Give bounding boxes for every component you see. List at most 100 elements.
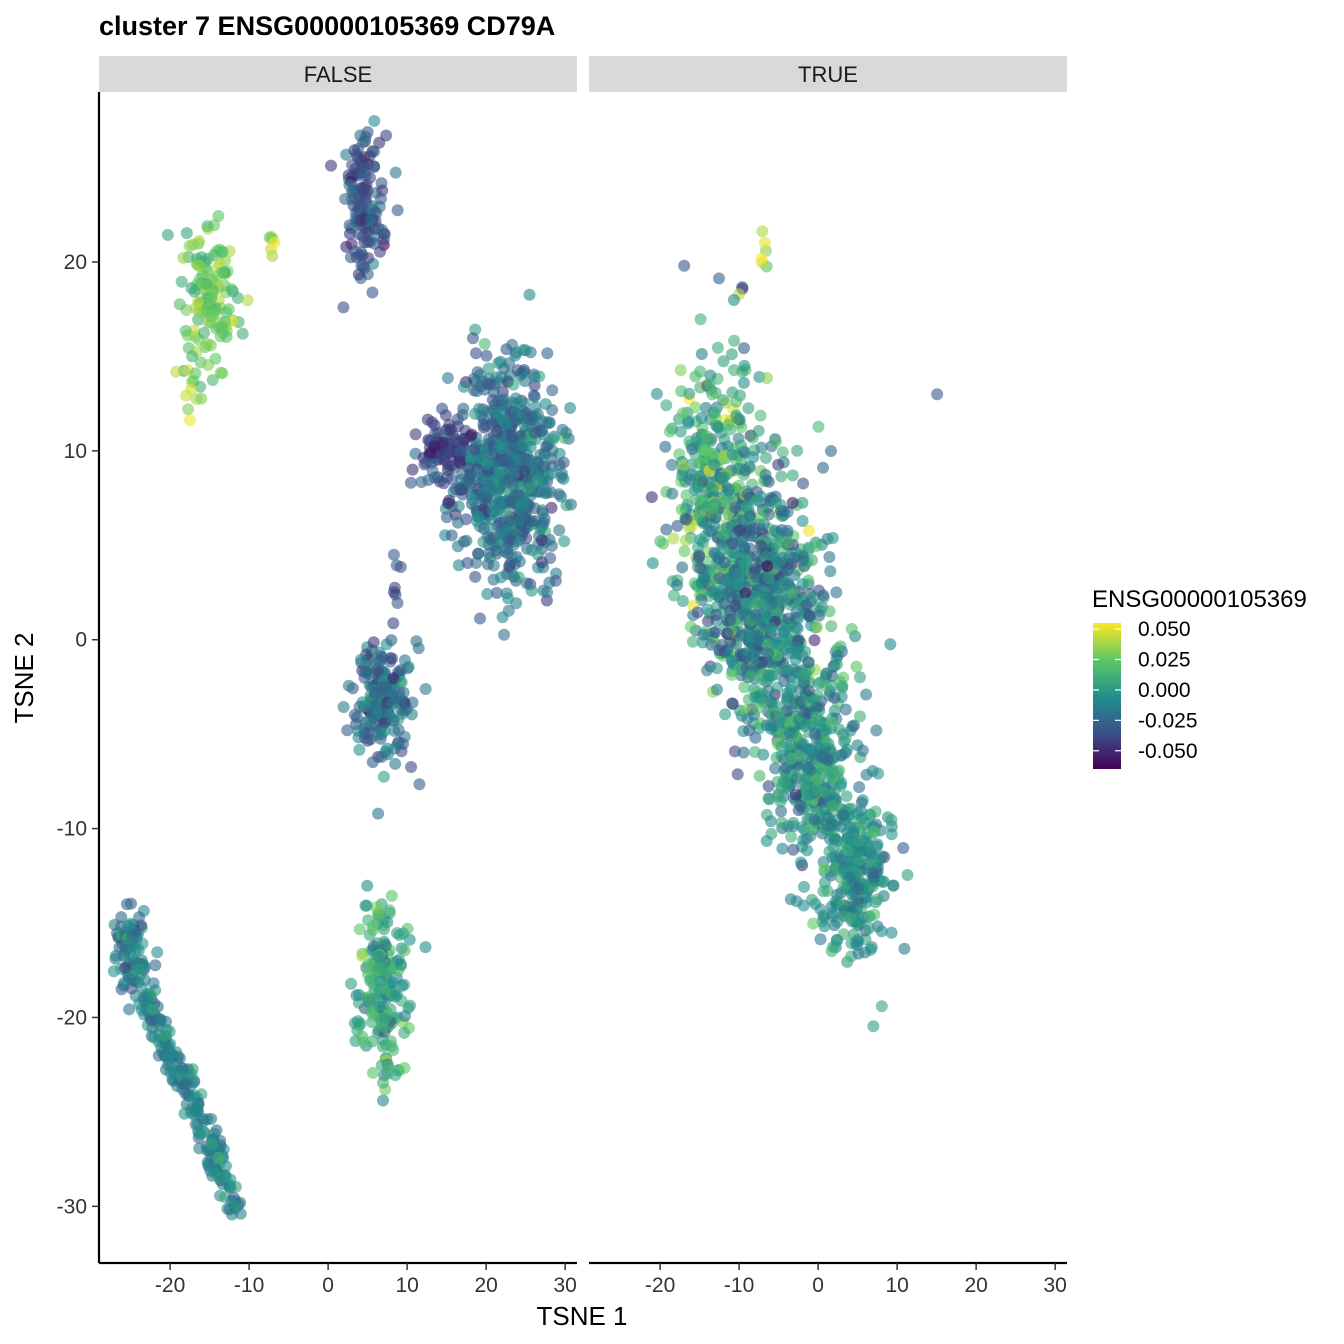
- data-point-true: [823, 551, 836, 563]
- data-point-false: [439, 409, 452, 422]
- data-point-true: [705, 638, 718, 651]
- data-point-false: [351, 1015, 364, 1028]
- data-point-true: [822, 771, 835, 784]
- data-point-false: [146, 1003, 159, 1016]
- data-point-false: [585, 445, 597, 457]
- data-point-true: [824, 565, 837, 578]
- data-point-true: [807, 590, 820, 603]
- data-point-false: [437, 477, 450, 490]
- data-point-true: [671, 519, 684, 532]
- data-point-true: [701, 664, 713, 677]
- data-point-false: [391, 597, 404, 609]
- data-point-true: [867, 866, 879, 879]
- data-point-false: [503, 559, 516, 572]
- data-point-true: [870, 724, 883, 737]
- data-point-true: [789, 788, 802, 801]
- data-point-false: [367, 1066, 379, 1079]
- legend-title: ENSG00000105369: [1092, 586, 1307, 613]
- data-point-false: [358, 183, 371, 196]
- data-point-true: [738, 541, 751, 554]
- data-point-false: [179, 1087, 192, 1100]
- data-point-true: [693, 550, 705, 563]
- data-point-true: [760, 609, 773, 622]
- data-point-false: [404, 476, 417, 489]
- data-point-false: [482, 362, 495, 375]
- data-point-false: [507, 378, 520, 391]
- data-point-false: [453, 455, 466, 468]
- data-point-true: [700, 401, 712, 414]
- facet-points-true: [645, 225, 944, 1033]
- data-point-false: [216, 266, 229, 279]
- data-point-false: [192, 295, 205, 308]
- data-point-true: [797, 668, 810, 681]
- data-point-false: [206, 374, 219, 386]
- data-point-true: [680, 489, 693, 502]
- data-point-true: [830, 586, 843, 599]
- data-point-false: [208, 249, 221, 262]
- data-point-true: [706, 502, 719, 515]
- data-point-false: [389, 166, 402, 179]
- data-point-true: [796, 578, 809, 590]
- data-point-false: [192, 1125, 205, 1138]
- data-point-false: [126, 929, 139, 942]
- data-point-false: [470, 556, 483, 569]
- data-point-false: [370, 207, 383, 220]
- legend-label: 0.025: [1138, 649, 1191, 672]
- data-point-true: [786, 587, 799, 600]
- data-point-false: [345, 977, 358, 990]
- data-point-true: [717, 394, 730, 407]
- data-point-true: [712, 421, 725, 434]
- data-point-true: [775, 780, 788, 793]
- data-point-false: [195, 392, 208, 405]
- data-point-true: [826, 799, 839, 812]
- data-point-false: [389, 1069, 402, 1082]
- data-point-false: [513, 515, 526, 528]
- data-point-true: [730, 395, 743, 408]
- data-point-true: [825, 620, 838, 633]
- data-point-false: [370, 728, 383, 741]
- data-point-false: [523, 288, 536, 301]
- data-point-true: [695, 348, 708, 360]
- data-point-true: [812, 420, 825, 433]
- data-point-false: [356, 199, 368, 212]
- facet-label-false: FALSE: [304, 62, 372, 87]
- data-point-true: [823, 605, 836, 618]
- data-point-false: [519, 498, 532, 511]
- data-point-true: [698, 571, 711, 584]
- data-point-false: [214, 366, 227, 379]
- data-point-true: [785, 681, 798, 694]
- data-point-true: [851, 846, 864, 858]
- data-point-true: [738, 681, 751, 694]
- data-point-false: [374, 245, 386, 258]
- data-point-true: [760, 451, 772, 464]
- data-point-true: [754, 511, 767, 524]
- data-point-true: [775, 816, 788, 829]
- data-point-false: [123, 972, 136, 985]
- data-point-true: [814, 933, 827, 946]
- legend-label: 0.050: [1138, 618, 1191, 641]
- facet-points-false: [107, 115, 597, 1221]
- data-point-true: [718, 556, 731, 569]
- data-point-true: [710, 662, 723, 675]
- data-point-false: [206, 1138, 219, 1151]
- data-point-true: [694, 562, 707, 575]
- data-point-false: [236, 327, 249, 340]
- data-point-false: [208, 1127, 221, 1140]
- data-point-true: [827, 841, 840, 854]
- x-tick-label-true: -20: [645, 1274, 675, 1297]
- data-point-true: [747, 451, 760, 464]
- data-point-true: [755, 441, 768, 454]
- data-point-true: [667, 589, 680, 602]
- data-point-true: [898, 942, 911, 955]
- data-point-false: [419, 683, 432, 695]
- data-point-false: [486, 417, 499, 430]
- data-point-false: [525, 584, 538, 597]
- data-point-false: [460, 534, 473, 547]
- data-point-false: [466, 493, 479, 506]
- data-point-true: [719, 708, 732, 721]
- x-tick-label-false: 0: [322, 1274, 334, 1297]
- data-point-true: [856, 819, 869, 831]
- data-point-true: [751, 494, 763, 506]
- data-point-true: [810, 540, 823, 552]
- data-point-true: [787, 552, 800, 564]
